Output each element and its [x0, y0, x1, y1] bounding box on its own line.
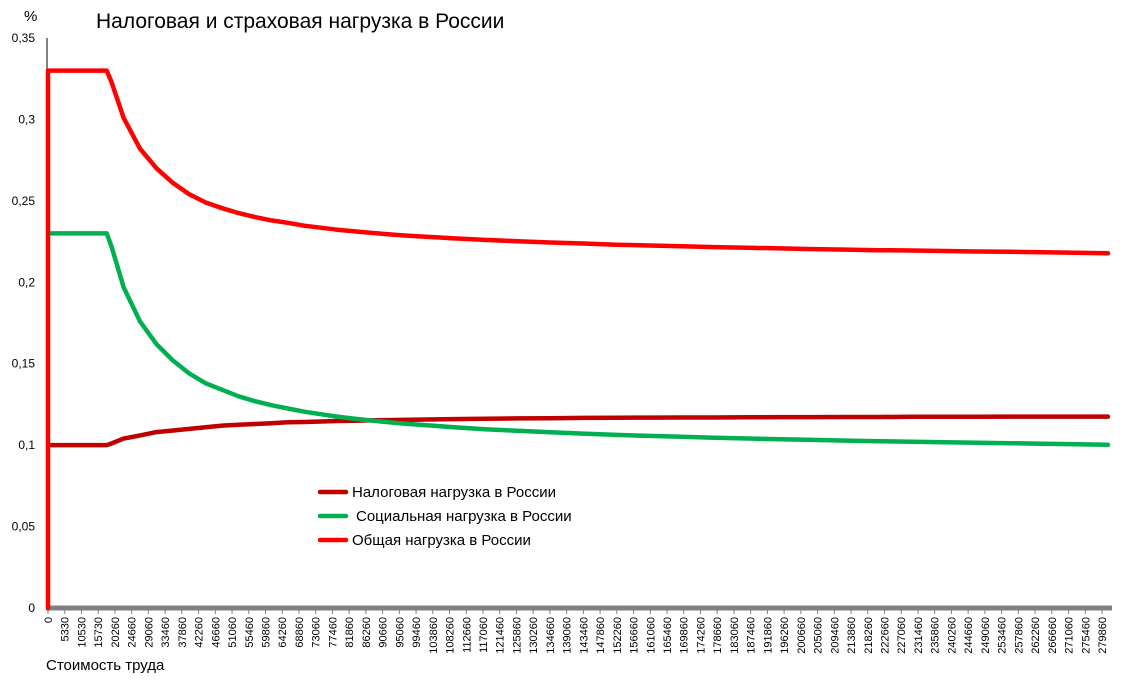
x-tick-label: 130260	[528, 617, 540, 654]
x-tick-label: 117060	[478, 617, 490, 653]
x-tick-label: 249060	[980, 617, 992, 654]
x-tick-label: 183060	[729, 617, 741, 654]
x-tick-label: 99460	[411, 617, 423, 648]
y-tick-label: 0,2	[18, 275, 35, 289]
x-tick-label: 244660	[963, 617, 975, 654]
y-tick-label: 0	[28, 601, 35, 615]
x-tick-label: 90660	[378, 617, 390, 648]
y-tick-label: 0,05	[12, 520, 36, 534]
x-tick-label: 103860	[428, 617, 440, 654]
x-tick-label: 200660	[796, 617, 808, 654]
x-tick-label: 139060	[562, 617, 574, 654]
x-tick-label: 240260	[946, 617, 958, 654]
x-tick-label: 191860	[762, 617, 774, 654]
x-tick-label: 174260	[695, 617, 707, 654]
chart-title: Налоговая и страховая нагрузка в России	[96, 10, 504, 33]
x-tick-label: 15730	[93, 617, 105, 648]
x-tick-label: 279860	[1097, 617, 1109, 654]
x-tick-label: 68860	[294, 617, 306, 648]
x-tick-label: 205060	[813, 617, 825, 654]
y-tick-label: 0,3	[18, 112, 35, 126]
x-tick-label: 29060	[143, 617, 155, 648]
series-line-2	[45, 231, 1111, 447]
x-tick-label: 24660	[127, 617, 139, 648]
x-tick-label: 218260	[863, 617, 875, 654]
x-tick-label: 152260	[612, 617, 624, 654]
x-tick-label: 59860	[260, 617, 272, 648]
x-axis-label: Стоимость труда	[46, 657, 165, 674]
x-tick-label: 209460	[829, 617, 841, 654]
x-axis-ticks: 0 5330 10530 15730 20260 24660 29060 33460 37860…	[43, 610, 1109, 654]
x-tick-label: 37860	[177, 617, 189, 648]
x-tick-label: 125860	[511, 617, 523, 654]
legend-label: Общая нагрузка в России	[352, 532, 531, 549]
x-tick-label: 271060	[1064, 617, 1076, 654]
x-tick-label: 235860	[930, 617, 942, 654]
y-tick-label: 0,1	[18, 438, 35, 452]
x-tick-label: 257860	[1013, 617, 1025, 654]
legend: Налоговая нагрузка в России Социальная на…	[317, 484, 572, 549]
x-tick-label: 86260	[361, 617, 373, 648]
x-tick-label: 253460	[997, 617, 1009, 654]
x-tick-label: 112660	[461, 617, 473, 653]
x-tick-label: 46660	[210, 617, 222, 648]
x-tick-label: 81860	[344, 617, 356, 648]
x-tick-label: 42260	[194, 617, 206, 648]
legend-label: Налоговая нагрузка в России	[352, 484, 556, 501]
x-tick-label: 77460	[327, 617, 339, 648]
x-tick-label: 147860	[595, 617, 607, 654]
y-axis-label: %	[24, 8, 37, 25]
x-tick-label: 33460	[160, 617, 172, 648]
series-line-3	[45, 68, 1111, 611]
x-tick-label: 95060	[394, 617, 406, 648]
x-tick-label: 231460	[913, 617, 925, 654]
x-tick-label: 20260	[110, 617, 122, 648]
x-tick-label: 5330	[60, 617, 72, 641]
x-tick-label: 222660	[880, 617, 892, 654]
x-tick-label: 156660	[629, 617, 641, 654]
y-tick-label: 0,15	[12, 357, 36, 371]
y-tick-label: 0,35	[12, 31, 36, 45]
x-tick-label: 143460	[578, 617, 590, 654]
x-tick-label: 266660	[1047, 617, 1059, 654]
x-tick-label: 262260	[1030, 617, 1042, 654]
series-lines	[45, 68, 1111, 611]
y-axis-ticks: 0 0,05 0,1 0,15 0,2 0,25 0,3 0,35	[12, 31, 36, 615]
x-tick-label: 161060	[645, 617, 657, 654]
x-tick-label: 64260	[277, 617, 289, 648]
x-tick-label: 55460	[244, 617, 256, 648]
x-tick-label: 275460	[1080, 617, 1092, 654]
x-tick-label: 187460	[746, 617, 758, 654]
x-tick-label: 227060	[896, 617, 908, 654]
x-tick-label: 51060	[227, 617, 239, 648]
x-tick-label: 169860	[679, 617, 691, 654]
x-tick-label: 121460	[495, 617, 507, 654]
y-tick-label: 0,25	[12, 194, 36, 208]
x-tick-label: 0	[43, 617, 55, 623]
series-line-1	[45, 414, 1111, 448]
x-tick-label: 196260	[779, 617, 791, 654]
x-tick-label: 213860	[846, 617, 858, 654]
legend-label: Социальная нагрузка в России	[356, 508, 572, 525]
x-tick-label: 108260	[445, 617, 457, 654]
x-tick-label: 10530	[76, 617, 88, 648]
x-tick-label: 165460	[662, 617, 674, 654]
x-tick-label: 178660	[712, 617, 724, 654]
x-tick-label: 134660	[545, 617, 557, 654]
x-tick-label: 73060	[311, 617, 323, 648]
